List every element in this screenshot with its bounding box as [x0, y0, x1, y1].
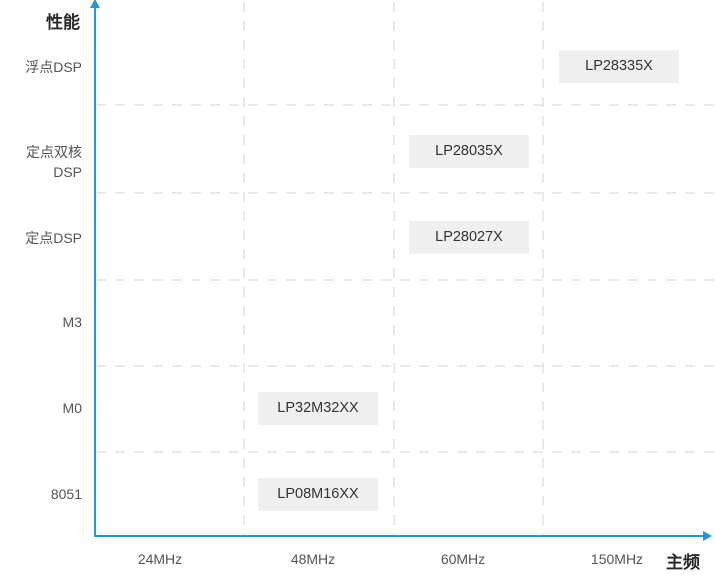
- x-tick-label-48mhz: 48MHz: [290, 551, 336, 567]
- gridline-vertical-2: [393, 2, 395, 535]
- product-box-lp28035x[interactable]: LP28035X: [409, 135, 529, 168]
- x-tick-label-60mhz: 60MHz: [440, 551, 486, 567]
- gridline-vertical-1: [243, 2, 245, 535]
- gridline-horizontal-3: [96, 279, 715, 281]
- gridline-horizontal-2: [96, 192, 715, 194]
- product-box-lp28027x[interactable]: LP28027X: [409, 221, 529, 254]
- product-box-lp08m16xx[interactable]: LP08M16XX: [258, 478, 378, 511]
- y-tick-label-m0: M0: [62, 400, 82, 416]
- y-axis-arrow-up-icon: [90, 0, 100, 8]
- y-axis-title: 性能: [46, 13, 80, 32]
- product-box-lp32m32xx[interactable]: LP32M32XX: [258, 392, 378, 425]
- x-axis-line: [94, 535, 706, 537]
- gridline-horizontal-4: [96, 365, 715, 367]
- y-tick-label-m3: M3: [62, 314, 82, 330]
- x-axis-arrow-right-icon: [703, 531, 712, 541]
- x-tick-label-24mhz: 24MHz: [137, 551, 183, 567]
- x-axis-title: 主频: [666, 553, 700, 572]
- y-tick-label-8051: 8051: [50, 486, 82, 502]
- gridline-vertical-3: [542, 2, 544, 535]
- y-axis-line: [94, 6, 96, 536]
- y-tick-label-floating-dsp: 浮点DSP: [25, 59, 82, 75]
- y-tick-label-fixed-dsp: 定点DSP: [25, 230, 82, 246]
- y-tick-label-dualcore-dsp: 定点双核DSP: [26, 144, 82, 180]
- product-box-lp28335x[interactable]: LP28335X: [559, 50, 679, 83]
- gridline-horizontal-1: [96, 104, 715, 106]
- gridline-horizontal-5: [96, 451, 715, 453]
- x-tick-label-150mhz: 150MHz: [590, 551, 644, 567]
